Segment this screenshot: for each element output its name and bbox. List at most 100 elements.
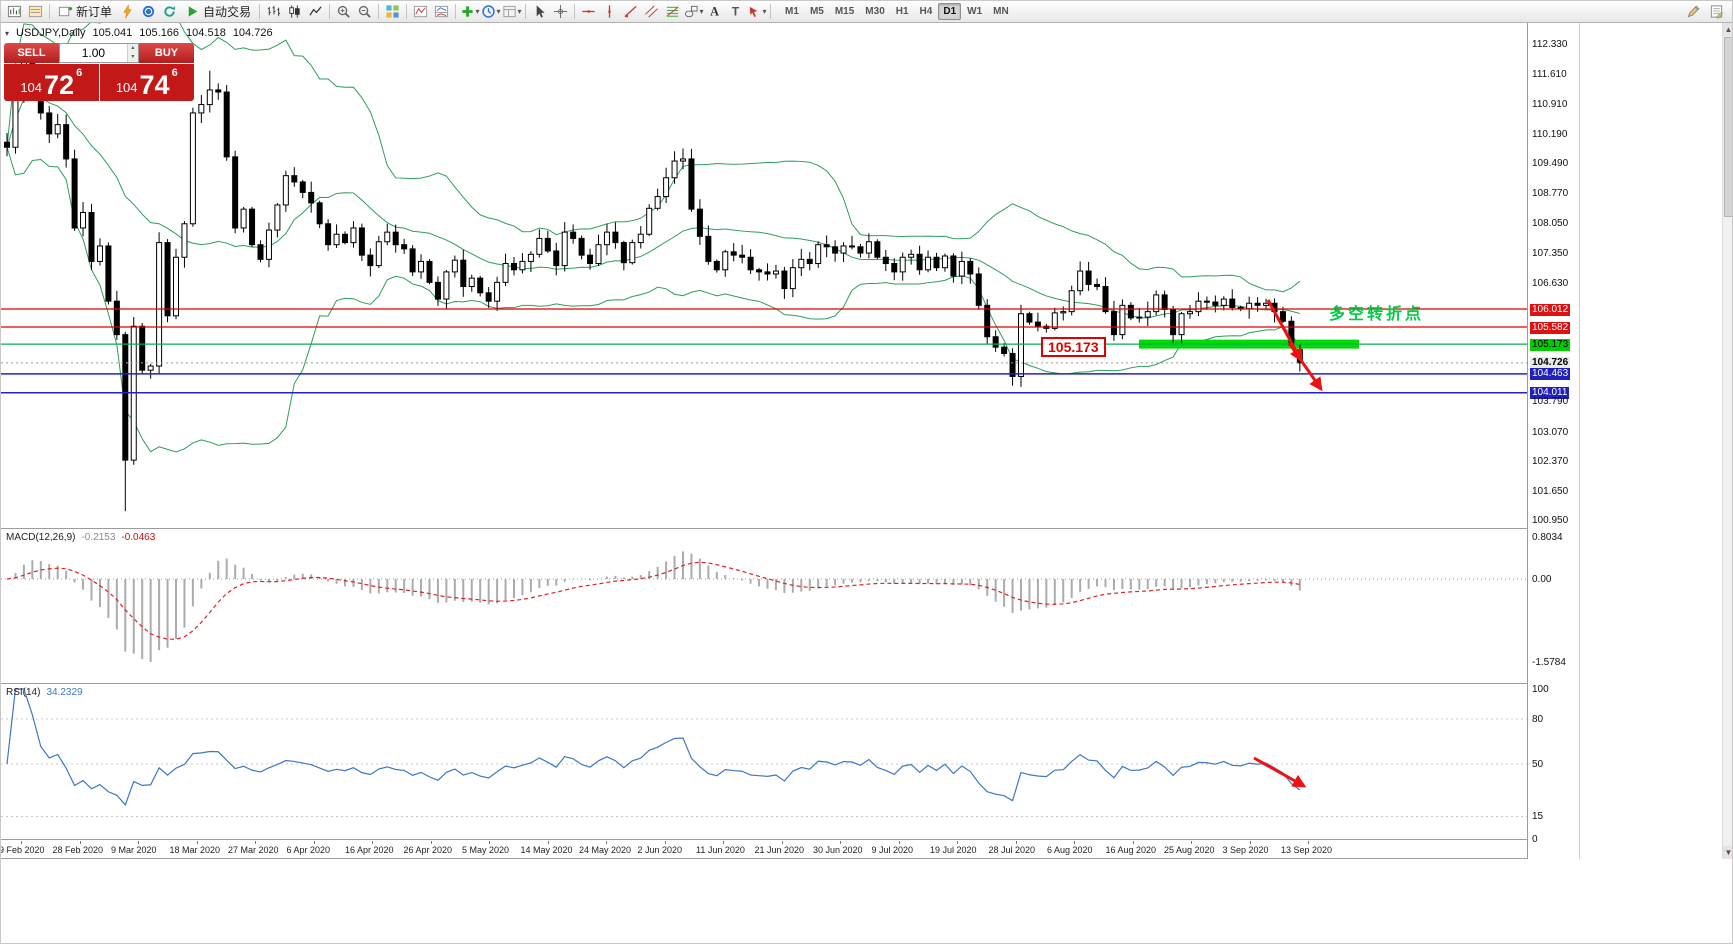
candle-body — [4, 141, 10, 148]
line-chart-icon[interactable] — [305, 2, 326, 21]
lightning-icon[interactable] — [117, 2, 138, 21]
autotrading-play-button[interactable]: 自动交易 — [180, 2, 256, 21]
time-axis[interactable]: 19 Feb 2020 28 Feb 2020 9 Mar 2020 18 Mar 2… — [1, 841, 1579, 858]
candle-body — [54, 124, 61, 135]
zoom-in-icon[interactable] — [333, 2, 354, 21]
refresh-icon[interactable] — [159, 2, 180, 21]
rsi-indicator-label: RSI(14) 34.2329 — [6, 687, 83, 698]
collapse-icon[interactable]: ▾ — [5, 28, 10, 38]
timeframe-h4[interactable]: H4 — [919, 6, 933, 17]
candle-body — [477, 277, 484, 294]
candle-body — [485, 292, 492, 302]
toolbar: 新订单 自动交易 ▾ ▾ ▾ ▾ A T ▾ M1 M5 M15 M30 H1 H4 D1 W1 MN — [1, 1, 1732, 23]
caret-down-icon: ▾ — [517, 7, 522, 16]
scroll-down-button[interactable]: ▼ — [1723, 846, 1733, 859]
candle-body — [1178, 313, 1185, 336]
volume-up-button[interactable] — [127, 44, 138, 53]
periods-icon[interactable]: ▾ — [480, 2, 501, 21]
buy-price-big: 74 — [139, 70, 170, 100]
chart-plot[interactable] — [1, 23, 1527, 528]
candle-body — [88, 211, 95, 262]
rsi-panel[interactable] — [1, 684, 1527, 839]
candle-body — [612, 231, 619, 244]
candle-body — [223, 91, 230, 158]
add-indicator-icon[interactable]: ▾ — [459, 2, 480, 21]
timeframe-d1[interactable]: D1 — [938, 3, 962, 20]
scrollbar[interactable]: ▲ ▼ — [1722, 23, 1733, 859]
candle-body — [772, 270, 779, 275]
bar-chart-icon[interactable] — [263, 2, 284, 21]
time-label: 16 Apr 2020 — [345, 845, 394, 855]
bollinger-lower-band — [6, 147, 1301, 453]
candle-body — [375, 241, 382, 267]
candle-body — [1161, 294, 1168, 311]
new-order-button[interactable]: 新订单 — [53, 2, 117, 21]
scroll-up-button[interactable]: ▲ — [1723, 23, 1733, 36]
buy-price[interactable]: 104 74 6 — [99, 64, 194, 101]
buy-button[interactable]: BUY — [139, 43, 194, 63]
label-icon[interactable]: T — [725, 2, 746, 21]
toolbar-separator — [574, 4, 576, 19]
candle-body — [1026, 313, 1033, 323]
trendline-icon[interactable] — [620, 2, 641, 21]
timeframe-w1[interactable]: W1 — [967, 6, 983, 17]
candle-body — [173, 256, 179, 317]
timeframe-h1[interactable]: H1 — [895, 6, 909, 17]
profiles-icon[interactable] — [25, 2, 46, 21]
tile-windows-icon[interactable] — [382, 2, 403, 21]
timeframe-m15[interactable]: M15 — [834, 6, 855, 17]
buy-price-pipette: 6 — [171, 67, 178, 79]
time-tick — [840, 841, 841, 844]
candle-body — [941, 255, 948, 269]
price-label-110_910: 110.910 — [1532, 98, 1568, 110]
notepad-icon[interactable] — [1706, 2, 1727, 21]
candle-body — [849, 245, 855, 248]
candle-body — [342, 233, 348, 244]
arrow-tools-icon[interactable]: ▾ — [746, 2, 767, 21]
timeframe-m30[interactable]: M30 — [865, 6, 885, 17]
timeframe-m1[interactable]: M1 — [785, 6, 799, 17]
rsi-scale-80: 80 — [1532, 713, 1544, 725]
templates-icon[interactable]: ▾ — [501, 2, 522, 21]
horizontal-line-icon[interactable] — [578, 2, 599, 21]
time-label: 14 May 2020 — [520, 845, 573, 855]
indicator-window-icon[interactable] — [431, 2, 452, 21]
vertical-line-icon[interactable] — [599, 2, 620, 21]
candle-chart-icon[interactable] — [284, 2, 305, 21]
channel-icon[interactable] — [641, 2, 662, 21]
candle-body — [299, 181, 306, 193]
price-axis[interactable]: 112.330 111.610 110.910 110.190 109.490 108.7… — [1527, 23, 1579, 859]
pencil-icon[interactable] — [1683, 2, 1704, 21]
panel-separator[interactable] — [1, 683, 1579, 684]
time-tick — [313, 841, 315, 844]
volume-down-button[interactable] — [127, 53, 138, 62]
svg-text:T: T — [732, 5, 740, 19]
candle-body — [1119, 304, 1126, 336]
candle-body — [595, 244, 602, 265]
sell-price[interactable]: 104 72 6 — [4, 64, 99, 101]
window-bottom-border — [1, 858, 1579, 859]
fibonacci-icon[interactable] — [662, 2, 683, 21]
indicators-icon[interactable] — [410, 2, 431, 21]
candle-body — [587, 254, 594, 265]
new-chart-icon[interactable] — [4, 2, 25, 21]
shapes-icon[interactable]: ▾ — [683, 2, 704, 21]
coin-icon[interactable] — [138, 2, 159, 21]
text-icon[interactable]: A — [704, 2, 725, 21]
zoom-out-icon — [357, 4, 372, 19]
sell-button[interactable]: SELL — [4, 43, 59, 63]
timeframe-bar: M1 M5 M15 M30 H1 H4 D1 W1 MN — [780, 3, 1014, 20]
zoom-out-icon[interactable] — [354, 2, 375, 21]
timeframe-m5[interactable]: M5 — [809, 6, 824, 17]
cursor-icon[interactable] — [529, 2, 550, 21]
caret-down-icon: ▾ — [475, 7, 480, 16]
macd-panel[interactable] — [1, 529, 1527, 683]
volume-input[interactable] — [60, 44, 127, 62]
candle-body — [451, 259, 458, 273]
timeframe-mn[interactable]: MN — [993, 6, 1009, 17]
crosshair-icon[interactable] — [550, 2, 571, 21]
scroll-thumb[interactable] — [1724, 37, 1732, 217]
arrow-tools-icon — [747, 4, 762, 19]
candle-body — [282, 175, 289, 206]
panel-separator[interactable] — [1, 528, 1579, 529]
